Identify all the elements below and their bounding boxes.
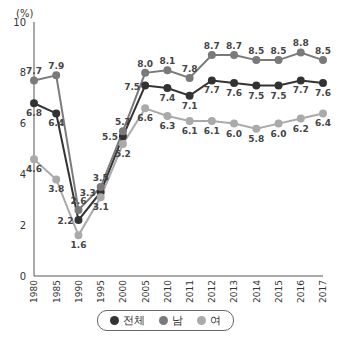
svg-text:6: 6 bbox=[20, 118, 26, 129]
svg-text:2.2: 2.2 bbox=[58, 216, 74, 226]
svg-text:4: 4 bbox=[19, 168, 26, 180]
html-text:전체: 전체 bbox=[123, 314, 145, 327]
svg-text:6.4: 6.4 bbox=[315, 118, 331, 128]
svg-text:6.8: 6.8 bbox=[26, 108, 42, 118]
svg-text:8.7: 8.7 bbox=[204, 41, 220, 51]
svg-text:2010: 2010 bbox=[163, 280, 173, 303]
svg-text:4.6: 4.6 bbox=[26, 164, 42, 174]
svg-text:2.6: 2.6 bbox=[70, 196, 86, 206]
svg-text:10: 10 bbox=[13, 17, 26, 28]
svg-text:8.8: 8.8 bbox=[293, 38, 309, 48]
svg-text:5.8: 5.8 bbox=[248, 134, 264, 144]
svg-text:8.5: 8.5 bbox=[315, 46, 331, 56]
svg-text:6.0: 6.0 bbox=[226, 129, 242, 139]
svg-text:6.1: 6.1 bbox=[182, 126, 198, 136]
svg-text:6.1: 6.1 bbox=[204, 126, 220, 136]
svg-text:8: 8 bbox=[19, 67, 26, 79]
svg-text:2016: 2016 bbox=[296, 280, 306, 303]
svg-text:1990: 1990 bbox=[74, 280, 84, 303]
svg-text:1.6: 1.6 bbox=[70, 240, 86, 250]
svg-text:8.0: 8.0 bbox=[137, 59, 153, 69]
svg-text:7.6: 7.6 bbox=[315, 88, 331, 98]
svg-text:8.7: 8.7 bbox=[226, 41, 242, 51]
svg-text:6.0: 6.0 bbox=[271, 129, 287, 139]
svg-text:3.3: 3.3 bbox=[79, 188, 96, 199]
svg-text:5.2: 5.2 bbox=[115, 149, 131, 159]
svg-text:2013: 2013 bbox=[229, 280, 239, 303]
svg-text:6.4: 6.4 bbox=[48, 118, 64, 128]
svg-text:2017: 2017 bbox=[318, 280, 328, 303]
svg-text:2014: 2014 bbox=[252, 280, 262, 303]
svg-text:6.2: 6.2 bbox=[293, 124, 309, 134]
svg-text:1995: 1995 bbox=[96, 280, 106, 303]
svg-text:0: 0 bbox=[20, 271, 26, 282]
svg-text:5.5: 5.5 bbox=[102, 132, 118, 142]
svg-text:2011: 2011 bbox=[185, 280, 195, 303]
svg-text:7.8: 7.8 bbox=[182, 64, 198, 74]
svg-text:7.5: 7.5 bbox=[124, 82, 140, 92]
svg-text:7.6: 7.6 bbox=[226, 88, 242, 98]
html-text:남: 남 bbox=[172, 314, 183, 327]
svg-text:7.9: 7.9 bbox=[48, 61, 64, 71]
svg-text:3.1: 3.1 bbox=[93, 202, 109, 212]
svg-text:7.1: 7.1 bbox=[182, 101, 198, 111]
svg-text:8.5: 8.5 bbox=[271, 46, 287, 56]
svg-text:7.7: 7.7 bbox=[26, 66, 42, 76]
svg-text:2: 2 bbox=[20, 220, 26, 231]
svg-text:2000: 2000 bbox=[118, 280, 128, 303]
svg-text:6.3: 6.3 bbox=[159, 121, 175, 131]
svg-text:7.4: 7.4 bbox=[159, 93, 175, 103]
svg-text:2015: 2015 bbox=[274, 280, 284, 303]
svg-text:8.5: 8.5 bbox=[248, 46, 264, 56]
svg-text:3.8: 3.8 bbox=[48, 184, 64, 194]
svg-text:5.7: 5.7 bbox=[115, 117, 131, 127]
svg-text:2005: 2005 bbox=[141, 280, 151, 303]
html-text:여: 여 bbox=[210, 314, 221, 327]
svg-text:1980: 1980 bbox=[29, 280, 39, 303]
svg-text:8.1: 8.1 bbox=[159, 56, 175, 66]
svg-text:7.7: 7.7 bbox=[293, 85, 309, 95]
svg-text:1985: 1985 bbox=[52, 280, 62, 303]
svg-text:2012: 2012 bbox=[207, 280, 217, 303]
svg-text:7.5: 7.5 bbox=[271, 91, 287, 101]
svg-text:7.7: 7.7 bbox=[204, 85, 220, 95]
svg-text:3.5: 3.5 bbox=[93, 173, 109, 183]
svg-text:7.5: 7.5 bbox=[248, 91, 264, 101]
svg-text:6.6: 6.6 bbox=[137, 113, 153, 123]
